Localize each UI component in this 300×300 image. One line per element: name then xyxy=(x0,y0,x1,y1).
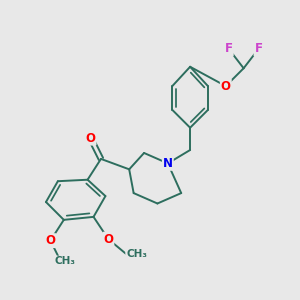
Text: CH₃: CH₃ xyxy=(126,249,147,259)
Text: O: O xyxy=(45,234,56,247)
Text: N: N xyxy=(163,157,173,170)
Text: CH₃: CH₃ xyxy=(55,256,76,266)
Text: O: O xyxy=(85,132,96,145)
Text: F: F xyxy=(254,42,262,56)
Text: O: O xyxy=(103,233,113,246)
Text: O: O xyxy=(221,80,231,93)
Text: F: F xyxy=(225,42,233,56)
